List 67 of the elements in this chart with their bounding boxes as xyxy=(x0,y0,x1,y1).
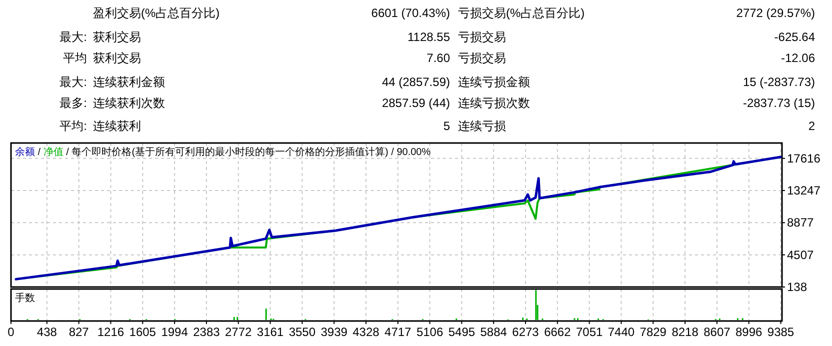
text: 连续亏损次数 xyxy=(458,96,530,110)
x-tick-label: 0 xyxy=(8,325,15,339)
x-tick-label: 4717 xyxy=(384,325,412,339)
text: 亏损交易(%占总百分比) xyxy=(458,6,585,20)
y-tick-label: 13247 xyxy=(787,184,821,198)
text: 2857.59 (44) xyxy=(382,96,450,110)
x-tick-label: 3550 xyxy=(288,325,316,339)
y-tick-label: 8877 xyxy=(787,216,814,230)
x-tick-label: 7829 xyxy=(640,325,667,339)
text: 连续获利 xyxy=(93,119,141,133)
text: 2 xyxy=(808,119,816,133)
text: 亏损交易 xyxy=(458,51,506,65)
x-tick-label: 827 xyxy=(68,325,90,339)
text: 连续亏损 xyxy=(458,119,506,133)
x-tick-label: 6273 xyxy=(512,325,540,339)
x-tick-label: 7440 xyxy=(608,325,635,339)
x-tick-label: 5884 xyxy=(480,325,508,339)
x-tick-label: 5106 xyxy=(416,325,444,339)
x-tick-label: 5495 xyxy=(448,325,476,339)
y-tick-label: 17616 xyxy=(787,151,821,166)
x-tick-label: 8996 xyxy=(736,325,763,339)
chart-subtitle: 90.00% xyxy=(396,147,431,158)
annotation: / xyxy=(35,147,44,158)
text: 连续亏损金额 xyxy=(458,75,530,89)
chart-title: 每个即时价格(基于所有可利用的最小时段的每一个价格的分形插值计算) xyxy=(72,146,388,158)
text: 获利交易 xyxy=(93,51,141,65)
text: 平均: xyxy=(60,119,87,133)
text: 连续获利金额 xyxy=(93,75,165,89)
text: 平均 xyxy=(63,51,87,65)
text: 最大: xyxy=(60,75,87,89)
x-tick-label: 7051 xyxy=(576,325,603,339)
x-tick-label: 438 xyxy=(36,325,58,339)
text: -2837.73 (15) xyxy=(742,96,816,110)
x-tick-label: 4328 xyxy=(352,325,380,339)
x-tick-label: 2772 xyxy=(225,325,252,339)
text: -625.64 xyxy=(774,30,816,44)
text: 亏损交易 xyxy=(458,30,506,44)
x-tick-label: 1994 xyxy=(161,325,188,339)
x-tick-label: 3161 xyxy=(256,325,284,339)
text: 2772 (29.57%) xyxy=(736,6,815,20)
x-tick-label: 1216 xyxy=(97,325,124,339)
text: / xyxy=(66,147,69,158)
y-tick-label: 4507 xyxy=(787,248,814,262)
y-tick-label: 138 xyxy=(787,280,808,294)
x-tick-label: 3939 xyxy=(320,325,348,339)
x-tick-label: 8218 xyxy=(672,325,699,339)
text: 6601 (70.43%) xyxy=(371,6,450,20)
text: / xyxy=(391,147,394,158)
text: 15 (-2837.73) xyxy=(742,75,816,89)
chart-title: 手数 xyxy=(15,292,35,304)
x-tick-label: 6662 xyxy=(544,325,572,339)
text: 获利交易 xyxy=(93,30,141,44)
text: 连续获利次数 xyxy=(93,96,165,110)
text: 净值 xyxy=(43,146,64,158)
text: -12.06 xyxy=(780,51,816,65)
text: 44 (2857.59) xyxy=(382,75,450,89)
text: 盈利交易(%占总百分比) xyxy=(93,6,220,20)
x-tick-label: 2383 xyxy=(193,325,220,339)
text: 最大: xyxy=(60,30,87,44)
x-tick-label: 1605 xyxy=(129,325,156,339)
text: 5 xyxy=(443,119,450,133)
x-tick-label: 9385 xyxy=(767,325,794,339)
text: 余额 xyxy=(15,146,35,158)
text: 7.60 xyxy=(426,51,450,65)
text: 最多: xyxy=(60,96,87,110)
x-tick-label: 8607 xyxy=(704,325,731,339)
text: 1128.55 xyxy=(408,30,450,44)
